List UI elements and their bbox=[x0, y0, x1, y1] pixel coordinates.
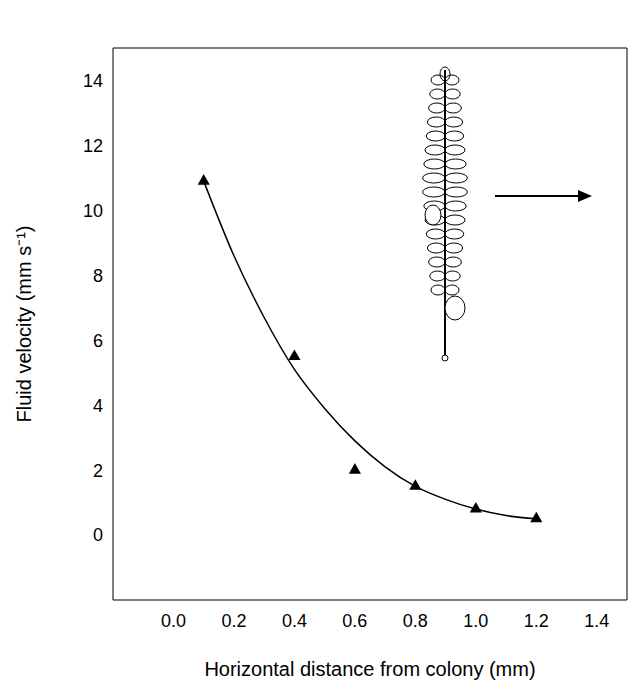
svg-text:Horizontal distance from colon: Horizontal distance from colony (mm) bbox=[204, 658, 535, 680]
svg-text:Fluid velocity (mm s⁻¹): Fluid velocity (mm s⁻¹) bbox=[13, 225, 35, 422]
svg-text:0.6: 0.6 bbox=[342, 611, 367, 631]
svg-text:4: 4 bbox=[93, 396, 103, 416]
svg-text:2: 2 bbox=[93, 461, 103, 481]
svg-text:1.4: 1.4 bbox=[584, 611, 609, 631]
svg-text:14: 14 bbox=[83, 71, 103, 91]
svg-text:10: 10 bbox=[83, 201, 103, 221]
svg-text:0: 0 bbox=[93, 525, 103, 545]
svg-text:1.0: 1.0 bbox=[463, 611, 488, 631]
svg-text:6: 6 bbox=[93, 331, 103, 351]
svg-text:0.8: 0.8 bbox=[403, 611, 428, 631]
svg-text:12: 12 bbox=[83, 136, 103, 156]
svg-text:1.2: 1.2 bbox=[524, 611, 549, 631]
svg-text:0.4: 0.4 bbox=[282, 611, 307, 631]
svg-text:0.0: 0.0 bbox=[161, 611, 186, 631]
svg-text:8: 8 bbox=[93, 266, 103, 286]
svg-text:0.2: 0.2 bbox=[221, 611, 246, 631]
